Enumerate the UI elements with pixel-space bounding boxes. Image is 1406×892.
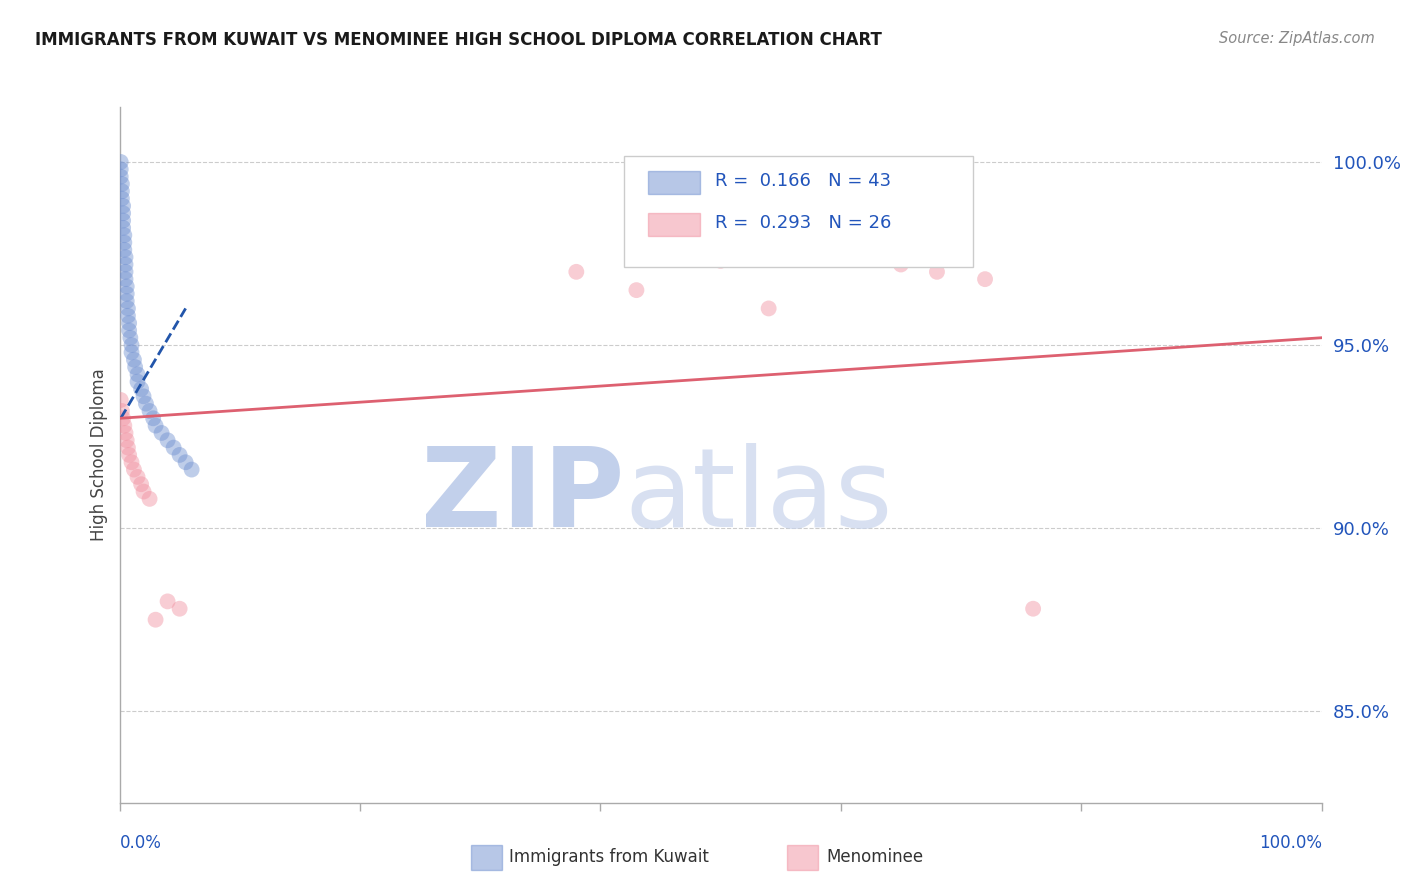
Point bbox=[115, 279, 138, 293]
Point bbox=[925, 265, 948, 279]
Point bbox=[180, 462, 202, 476]
Point bbox=[709, 253, 731, 268]
Text: Menominee: Menominee bbox=[827, 848, 924, 866]
Point bbox=[127, 368, 149, 382]
Text: Source: ZipAtlas.com: Source: ZipAtlas.com bbox=[1219, 31, 1375, 46]
Point bbox=[122, 462, 145, 476]
Text: 100.0%: 100.0% bbox=[1258, 834, 1322, 852]
Point bbox=[112, 220, 135, 235]
Point bbox=[1022, 601, 1045, 615]
Point bbox=[112, 243, 135, 257]
Point bbox=[124, 359, 146, 374]
Point bbox=[129, 382, 152, 396]
Point bbox=[112, 199, 135, 213]
Point bbox=[174, 455, 197, 469]
Point bbox=[115, 294, 138, 309]
Point bbox=[112, 235, 135, 250]
Point bbox=[110, 392, 132, 407]
Point bbox=[110, 169, 132, 184]
Point bbox=[114, 265, 136, 279]
Point bbox=[132, 484, 155, 499]
Point bbox=[111, 177, 134, 191]
Point bbox=[112, 418, 135, 433]
Point bbox=[111, 404, 134, 418]
Point bbox=[135, 397, 157, 411]
Point bbox=[138, 491, 160, 506]
Text: IMMIGRANTS FROM KUWAIT VS MENOMINEE HIGH SCHOOL DIPLOMA CORRELATION CHART: IMMIGRANTS FROM KUWAIT VS MENOMINEE HIGH… bbox=[35, 31, 882, 49]
Point bbox=[114, 250, 136, 264]
Text: R =  0.293   N = 26: R = 0.293 N = 26 bbox=[714, 214, 891, 232]
Point bbox=[110, 155, 132, 169]
Point bbox=[127, 375, 149, 389]
Point bbox=[169, 448, 191, 462]
Point bbox=[121, 345, 143, 359]
Point bbox=[121, 455, 143, 469]
Point bbox=[118, 448, 141, 462]
Point bbox=[112, 228, 135, 243]
Point bbox=[145, 613, 167, 627]
Point bbox=[112, 411, 135, 425]
Point bbox=[115, 286, 138, 301]
Text: 0.0%: 0.0% bbox=[120, 834, 162, 852]
Point bbox=[118, 316, 141, 330]
Point bbox=[156, 434, 179, 448]
Point bbox=[111, 192, 134, 206]
Point bbox=[758, 301, 780, 316]
Point bbox=[117, 309, 139, 323]
Point bbox=[120, 331, 142, 345]
Point bbox=[110, 162, 132, 177]
Point bbox=[121, 338, 143, 352]
FancyBboxPatch shape bbox=[648, 171, 700, 194]
Point bbox=[150, 425, 173, 440]
Point bbox=[132, 389, 155, 403]
Point bbox=[138, 404, 160, 418]
Y-axis label: High School Diploma: High School Diploma bbox=[90, 368, 108, 541]
Point bbox=[122, 352, 145, 367]
Point bbox=[114, 258, 136, 272]
Point bbox=[142, 411, 165, 425]
Text: Immigrants from Kuwait: Immigrants from Kuwait bbox=[509, 848, 709, 866]
Point bbox=[112, 206, 135, 220]
Text: atlas: atlas bbox=[624, 443, 893, 550]
Point bbox=[890, 258, 912, 272]
Point bbox=[830, 246, 852, 260]
Point bbox=[626, 283, 648, 297]
Point bbox=[117, 301, 139, 316]
Point bbox=[127, 470, 149, 484]
Text: ZIP: ZIP bbox=[420, 443, 624, 550]
Point bbox=[117, 441, 139, 455]
Point bbox=[169, 601, 191, 615]
Point bbox=[115, 434, 138, 448]
Point bbox=[114, 272, 136, 286]
FancyBboxPatch shape bbox=[624, 156, 973, 267]
Point bbox=[129, 477, 152, 491]
Point bbox=[111, 184, 134, 198]
Point bbox=[112, 213, 135, 227]
Point bbox=[565, 265, 588, 279]
Point bbox=[114, 425, 136, 440]
Point bbox=[118, 323, 141, 337]
Point bbox=[156, 594, 179, 608]
FancyBboxPatch shape bbox=[648, 213, 700, 235]
Point bbox=[162, 441, 184, 455]
Point bbox=[145, 418, 167, 433]
Point bbox=[974, 272, 997, 286]
Text: R =  0.166   N = 43: R = 0.166 N = 43 bbox=[714, 172, 890, 191]
